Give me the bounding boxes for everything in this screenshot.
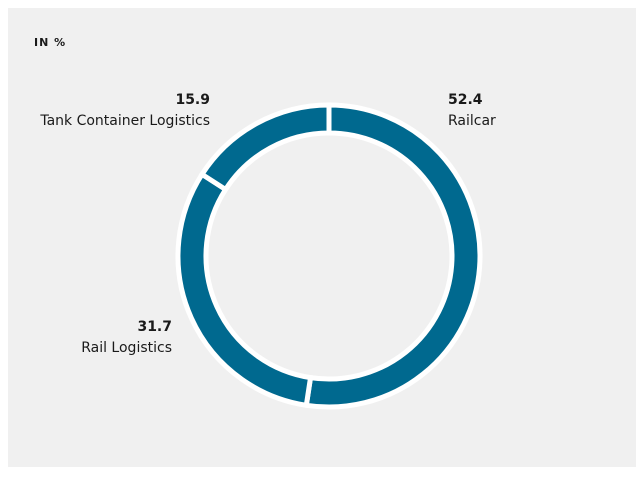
category-label: Tank Container Logistics — [39, 113, 210, 129]
value-label: 52.4 — [448, 92, 483, 108]
category-label: Rail Logistics — [81, 340, 172, 356]
subtitle: IN % — [34, 36, 66, 49]
value-label: 31.7 — [137, 319, 172, 335]
donut-segment — [303, 102, 483, 410]
value-label: 15.9 — [175, 92, 210, 108]
donut-segment — [198, 102, 332, 193]
category-label: Railcar — [448, 113, 496, 129]
